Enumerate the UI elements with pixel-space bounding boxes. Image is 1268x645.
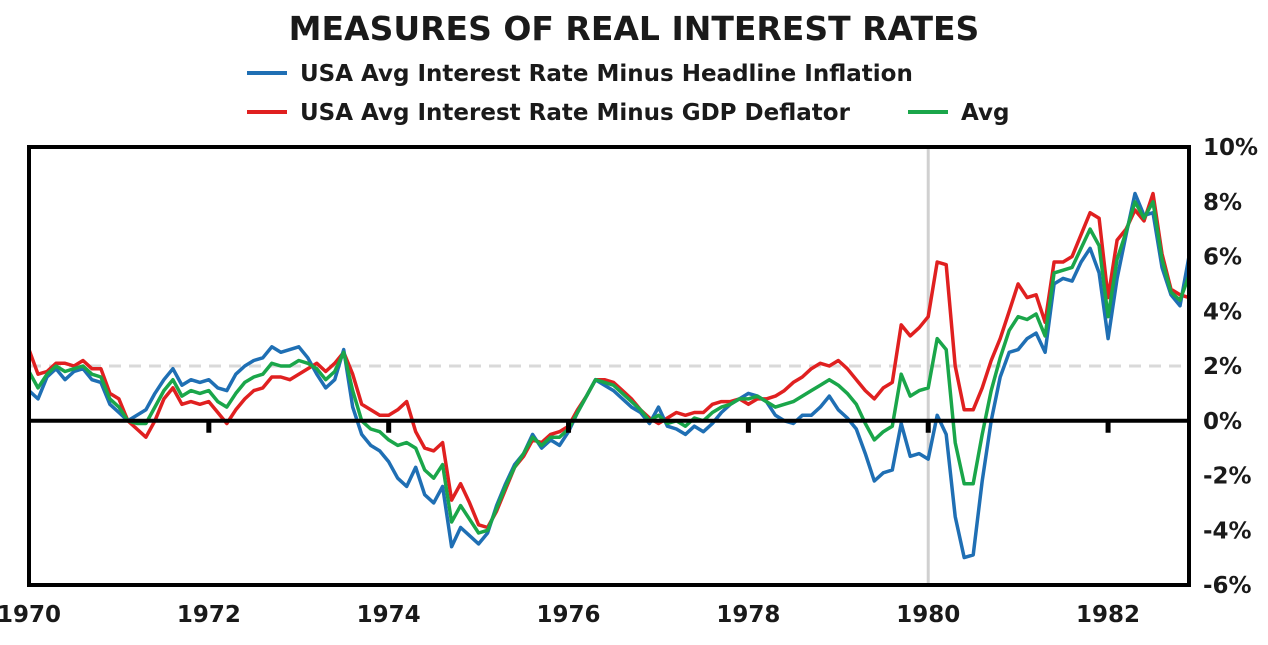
series-line-gdp-deflator — [27, 191, 1191, 530]
series-line-avg — [27, 200, 1191, 535]
x-tick-label: 1982 — [1076, 602, 1140, 628]
y-tick-label: -4% — [1203, 518, 1252, 544]
x-tick-label: 1974 — [357, 602, 421, 628]
x-tick-label: 1970 — [0, 602, 61, 628]
x-axis-ticks: 1970 1972 1974 1976 1978 1980 1982 — [0, 602, 1140, 628]
y-axis-ticks: 10% 8% 6% 4% 2% 0% -2% -4% -6% — [1203, 135, 1258, 599]
y-tick-label: -6% — [1203, 573, 1252, 599]
reference-lines — [29, 147, 1189, 585]
x-tick-label: 1972 — [177, 602, 241, 628]
legend-label-gdp-deflator: USA Avg Interest Rate Minus GDP Deflator — [300, 100, 851, 126]
y-tick-label: 4% — [1203, 299, 1242, 325]
chart-title: MEASURES OF REAL INTEREST RATES — [289, 9, 980, 48]
series-layer — [27, 191, 1191, 560]
y-tick-label: 0% — [1203, 409, 1242, 435]
y-tick-label: -2% — [1203, 464, 1252, 490]
plot-frame — [27, 145, 1191, 587]
x-tick-label: 1978 — [716, 602, 780, 628]
x-tick-label: 1980 — [896, 602, 960, 628]
y-tick-label: 6% — [1203, 245, 1242, 271]
legend: USA Avg Interest Rate Minus Headline Inf… — [247, 61, 1009, 126]
legend-label-headline: USA Avg Interest Rate Minus Headline Inf… — [300, 61, 913, 87]
legend-label-avg: Avg — [961, 100, 1009, 126]
series-line-headline — [27, 191, 1191, 560]
y-tick-label: 8% — [1203, 190, 1242, 216]
y-tick-label: 2% — [1203, 354, 1242, 380]
y-tick-label: 10% — [1203, 135, 1258, 161]
zero-line-layer — [29, 418, 1189, 433]
x-tick-label: 1976 — [537, 602, 601, 628]
